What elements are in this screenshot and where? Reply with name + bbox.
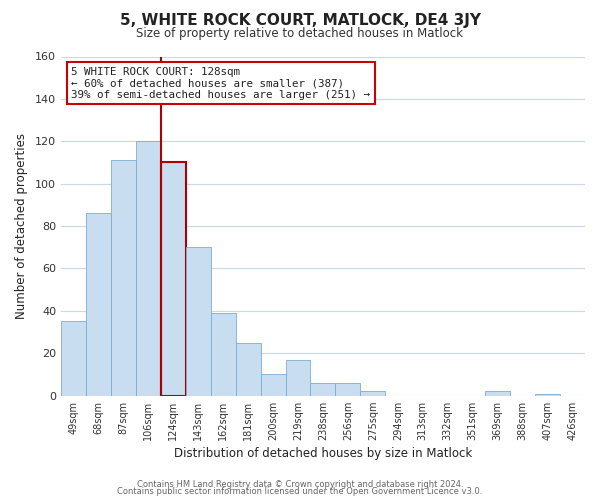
Bar: [186, 248, 211, 396]
Y-axis label: Number of detached properties: Number of detached properties: [15, 133, 28, 319]
Bar: [236, 342, 260, 396]
Text: Contains HM Land Registry data © Crown copyright and database right 2024.: Contains HM Land Registry data © Crown c…: [137, 480, 463, 489]
Bar: [111, 160, 136, 396]
Bar: [361, 392, 385, 396]
Text: 5 WHITE ROCK COURT: 128sqm
← 60% of detached houses are smaller (387)
39% of sem: 5 WHITE ROCK COURT: 128sqm ← 60% of deta…: [71, 66, 370, 100]
Text: 5, WHITE ROCK COURT, MATLOCK, DE4 3JY: 5, WHITE ROCK COURT, MATLOCK, DE4 3JY: [119, 12, 481, 28]
Bar: [485, 392, 510, 396]
Bar: [260, 374, 286, 396]
Bar: [535, 394, 560, 396]
Bar: [136, 142, 161, 396]
Bar: [211, 313, 236, 396]
Bar: [161, 162, 186, 396]
Text: Contains public sector information licensed under the Open Government Licence v3: Contains public sector information licen…: [118, 488, 482, 496]
Bar: [86, 214, 111, 396]
Text: Size of property relative to detached houses in Matlock: Size of property relative to detached ho…: [137, 28, 464, 40]
Bar: [61, 322, 86, 396]
Bar: [310, 383, 335, 396]
Bar: [335, 383, 361, 396]
X-axis label: Distribution of detached houses by size in Matlock: Distribution of detached houses by size …: [174, 447, 472, 460]
Bar: [286, 360, 310, 396]
